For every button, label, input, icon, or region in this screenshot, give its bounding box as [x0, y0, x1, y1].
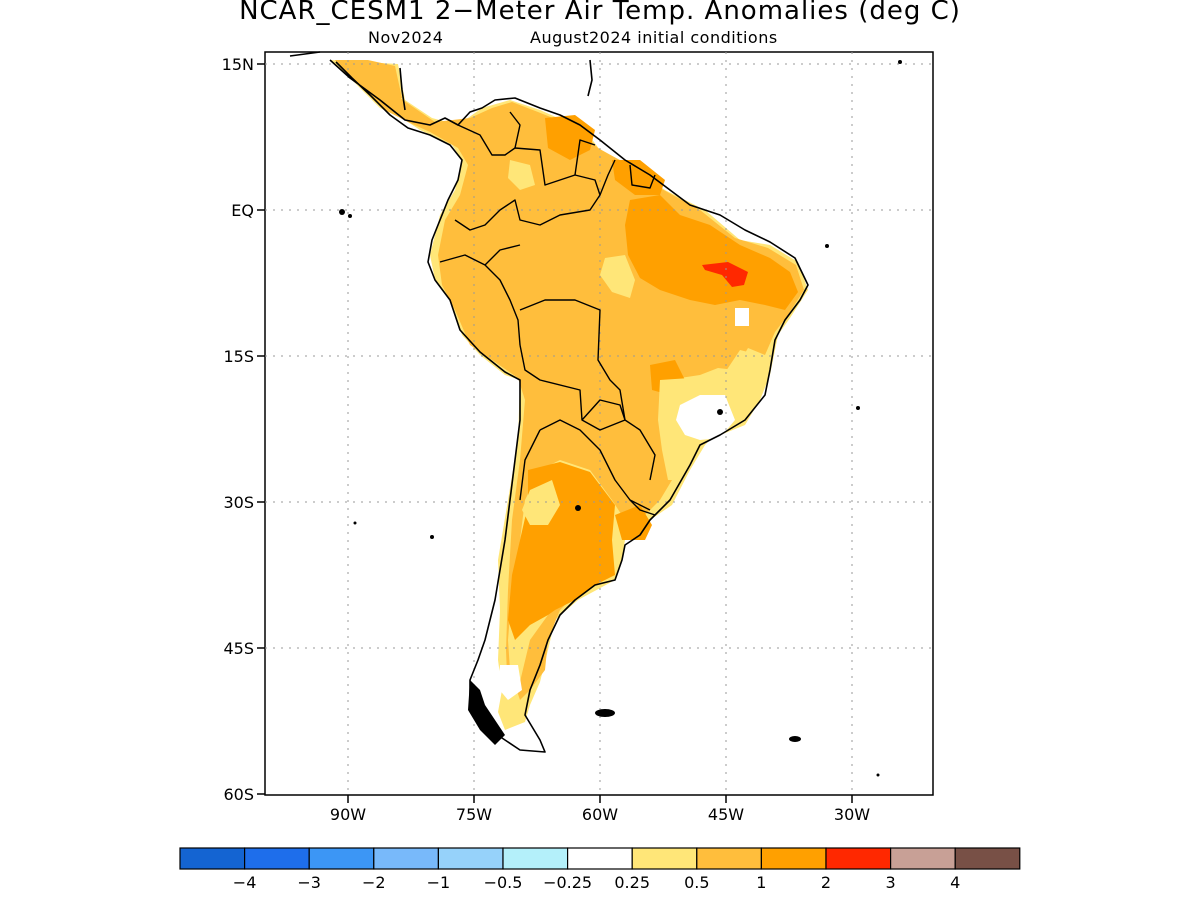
- lat-label-15s: 15S: [223, 347, 254, 366]
- color-scale-label: 2: [821, 873, 831, 892]
- shade-white-spot-se: [676, 395, 735, 440]
- shade-white-spot-ne: [735, 308, 749, 326]
- color-scale-box: [825, 847, 892, 870]
- color-scale-label: −0.25: [543, 873, 592, 892]
- color-scale-boxes: [179, 847, 1021, 870]
- shade-orange-guiana: [612, 160, 665, 195]
- lat-label-15n: 15N: [222, 55, 254, 74]
- color-scale-box: [244, 847, 310, 870]
- lon-label-75w: 75W: [456, 805, 492, 824]
- shade-yellow-amazon: [600, 255, 635, 298]
- color-scale-box: [179, 847, 246, 870]
- lon-label-30w: 30W: [834, 805, 870, 824]
- color-scale-box: [437, 847, 504, 870]
- color-scale-label: 3: [886, 873, 896, 892]
- forecast-month: Nov2024: [368, 28, 444, 47]
- lon-label-45w: 45W: [708, 805, 744, 824]
- color-scale-label: −3: [297, 873, 321, 892]
- color-scale-label: −1: [427, 873, 451, 892]
- color-scale-label: 0.25: [614, 873, 650, 892]
- color-scale-label: 1: [756, 873, 766, 892]
- lat-label-30s: 30S: [223, 493, 254, 512]
- color-scale-box: [760, 847, 827, 870]
- longitude-labels: 90W 75W 60W 45W 30W: [330, 805, 870, 824]
- axis-ticks: [257, 63, 853, 803]
- shade-yellow-colombia: [508, 160, 535, 190]
- color-scale-box: [889, 847, 956, 870]
- lat-label-45s: 45S: [223, 639, 254, 658]
- coastlines: [289, 51, 809, 753]
- lat-label-60s: 60S: [223, 785, 254, 804]
- lon-label-60w: 60W: [582, 805, 618, 824]
- color-scale-label: −0.5: [484, 873, 523, 892]
- color-scale-box: [373, 847, 439, 870]
- color-scale-label: −2: [362, 873, 386, 892]
- shade-white-spot-patagonia: [498, 665, 522, 700]
- lon-label-90w: 90W: [330, 805, 366, 824]
- color-scale-box: [566, 847, 633, 870]
- anomaly-shading: [330, 60, 808, 730]
- color-scale-labels: −4 −3 −2 −1 −0.5 −0.25 0.25 0.5 1 2 3 4: [233, 873, 960, 892]
- color-scale-box: [954, 847, 1021, 870]
- color-scale-box: [696, 847, 762, 870]
- map-title: NCAR_CESM1 2−Meter Air Temp. Anomalies (…: [239, 0, 961, 26]
- color-scale-box: [502, 847, 569, 870]
- color-scale-box: [308, 847, 375, 870]
- islands: [339, 60, 902, 777]
- shade-red-spot: [702, 262, 748, 287]
- color-scale-label: 0.5: [684, 873, 709, 892]
- shade-orange-brazil: [625, 195, 798, 310]
- shade-yellow-argentina: [522, 480, 560, 525]
- lat-label-eq: EQ: [231, 201, 254, 220]
- latitude-labels: 15N EQ 15S 30S 45S 60S: [222, 55, 254, 804]
- color-scale-label: −4: [233, 873, 257, 892]
- country-borders: [439, 111, 656, 516]
- color-scale-box: [631, 847, 698, 870]
- shade-central-america: [335, 60, 402, 104]
- map-frame: [264, 51, 934, 796]
- initial-conditions: August2024 initial conditions: [530, 28, 778, 47]
- color-scale-label: 4: [950, 873, 960, 892]
